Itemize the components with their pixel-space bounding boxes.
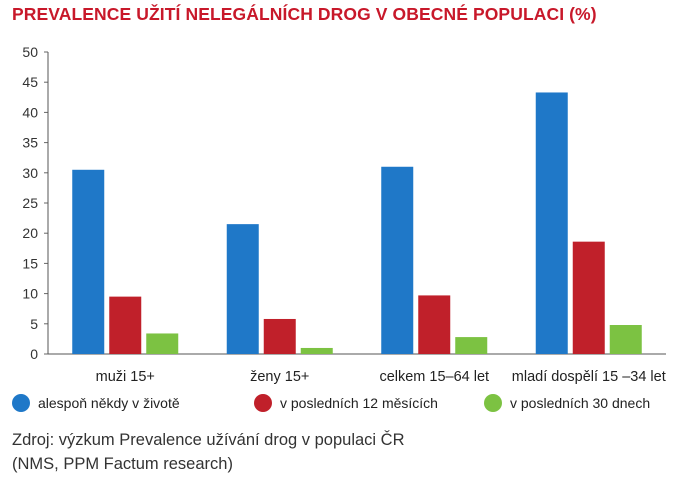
legend-dot-30-days: [484, 394, 502, 412]
bar-12-months: [572, 241, 605, 354]
bar-12-months: [418, 295, 451, 354]
y-tick-label: 15: [22, 255, 38, 271]
y-tick-label: 50: [22, 44, 38, 60]
legend-label-12-months: v posledních 12 měsících: [280, 395, 438, 411]
legend-item-12-months: v posledních 12 měsících: [254, 394, 438, 412]
category-label: muži 15+: [96, 369, 155, 385]
bar-30-days: [455, 337, 488, 354]
legend-label-lifetime: alespoň někdy v životě: [38, 395, 180, 411]
category-label: celkem 15–64 let: [379, 369, 489, 385]
legend-dot-lifetime: [12, 394, 30, 412]
bar-lifetime: [381, 166, 414, 354]
y-tick-label: 35: [22, 135, 38, 151]
legend-dot-12-months: [254, 394, 272, 412]
bar-lifetime: [72, 169, 105, 354]
bar-30-days: [300, 347, 333, 354]
legend: alespoň někdy v životě v posledních 12 m…: [0, 394, 674, 416]
y-tick-label: 40: [22, 104, 38, 120]
y-tick-label: 5: [30, 316, 38, 332]
source-line-2: (NMS, PPM Factum research): [12, 455, 233, 473]
legend-item-30-days: v posledních 30 dnech: [484, 394, 650, 412]
bar-12-months: [263, 318, 296, 354]
legend-item-lifetime: alespoň někdy v životě: [12, 394, 180, 412]
y-tick-label: 20: [22, 225, 38, 241]
bar-chart: 0 5 10 15 20 25 30 35 40 45 50 muži 15+ ženy 15+ cel…: [22, 44, 666, 385]
y-tick-label: 30: [22, 165, 38, 181]
bar-30-days: [146, 333, 179, 354]
source-line-1: Zdroj: výzkum Prevalence užívání drog v …: [12, 431, 405, 449]
y-tick-label: 45: [22, 74, 38, 90]
category-label: mladí dospělí 15 –34 let: [512, 369, 666, 385]
chart-title: PREVALENCE UŽITÍ NELEGÁLNÍCH DROG V OBEC…: [12, 4, 597, 24]
category-label: ženy 15+: [250, 369, 309, 385]
bar-lifetime: [226, 224, 259, 354]
y-tick-label: 10: [22, 286, 38, 302]
bar-12-months: [109, 296, 142, 354]
source-note: Zdroj: výzkum Prevalence užívání drog v …: [12, 428, 405, 476]
y-tick-label: 0: [30, 346, 38, 362]
bar-30-days: [609, 325, 642, 354]
y-tick-label: 25: [22, 195, 38, 211]
bar-lifetime: [535, 92, 568, 354]
legend-label-30-days: v posledních 30 dnech: [510, 395, 651, 411]
